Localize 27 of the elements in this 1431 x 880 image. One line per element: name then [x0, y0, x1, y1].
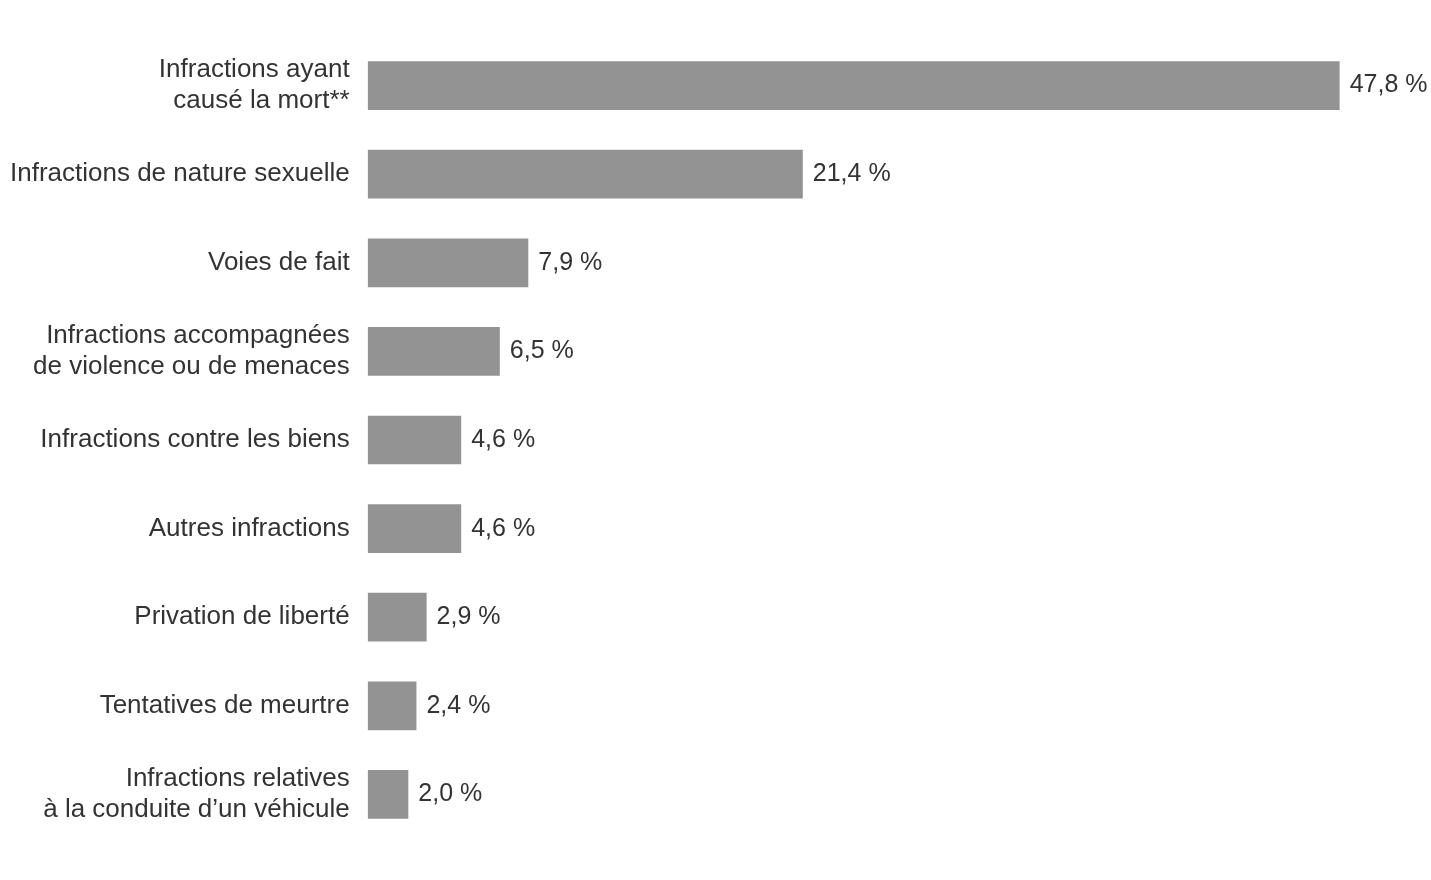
data-label: 47,8 %	[1349, 69, 1428, 98]
bar	[367, 415, 462, 465]
data-label: 2,4 %	[426, 689, 491, 718]
y-tick-label: Infractions relatives à la conduite d’un véhicule	[43, 762, 350, 824]
data-label: 7,9 %	[538, 246, 603, 275]
data-label: 21,4 %	[812, 158, 891, 187]
data-label: 4,6 %	[471, 423, 536, 452]
y-tick-label: Privation de liberté	[134, 600, 350, 631]
bar	[367, 770, 409, 819]
data-label: 2,9 %	[436, 601, 501, 630]
data-label: 6,5 %	[509, 335, 574, 364]
y-tick-label: Infractions ayant causé la mort**	[158, 53, 351, 115]
data-label: 4,6 %	[471, 512, 536, 541]
y-tick-label: Infractions accompagnées de violence ou de menaces	[33, 318, 350, 381]
bar	[367, 504, 462, 553]
bar	[367, 149, 803, 199]
bar	[367, 592, 427, 642]
y-tick-label: Autres infractions	[148, 511, 350, 542]
bar	[367, 327, 500, 376]
y-tick-label: Voies de fait	[207, 245, 351, 276]
y-tick-label: Infractions de nature sexuelle	[9, 157, 350, 188]
data-label: 2,0 %	[418, 778, 483, 807]
bar	[367, 681, 417, 731]
y-tick-label: Tentatives de meurtre	[99, 689, 350, 720]
bar	[367, 238, 529, 288]
bar	[367, 61, 1340, 110]
y-tick-label: Infractions contre les biens	[40, 423, 350, 454]
